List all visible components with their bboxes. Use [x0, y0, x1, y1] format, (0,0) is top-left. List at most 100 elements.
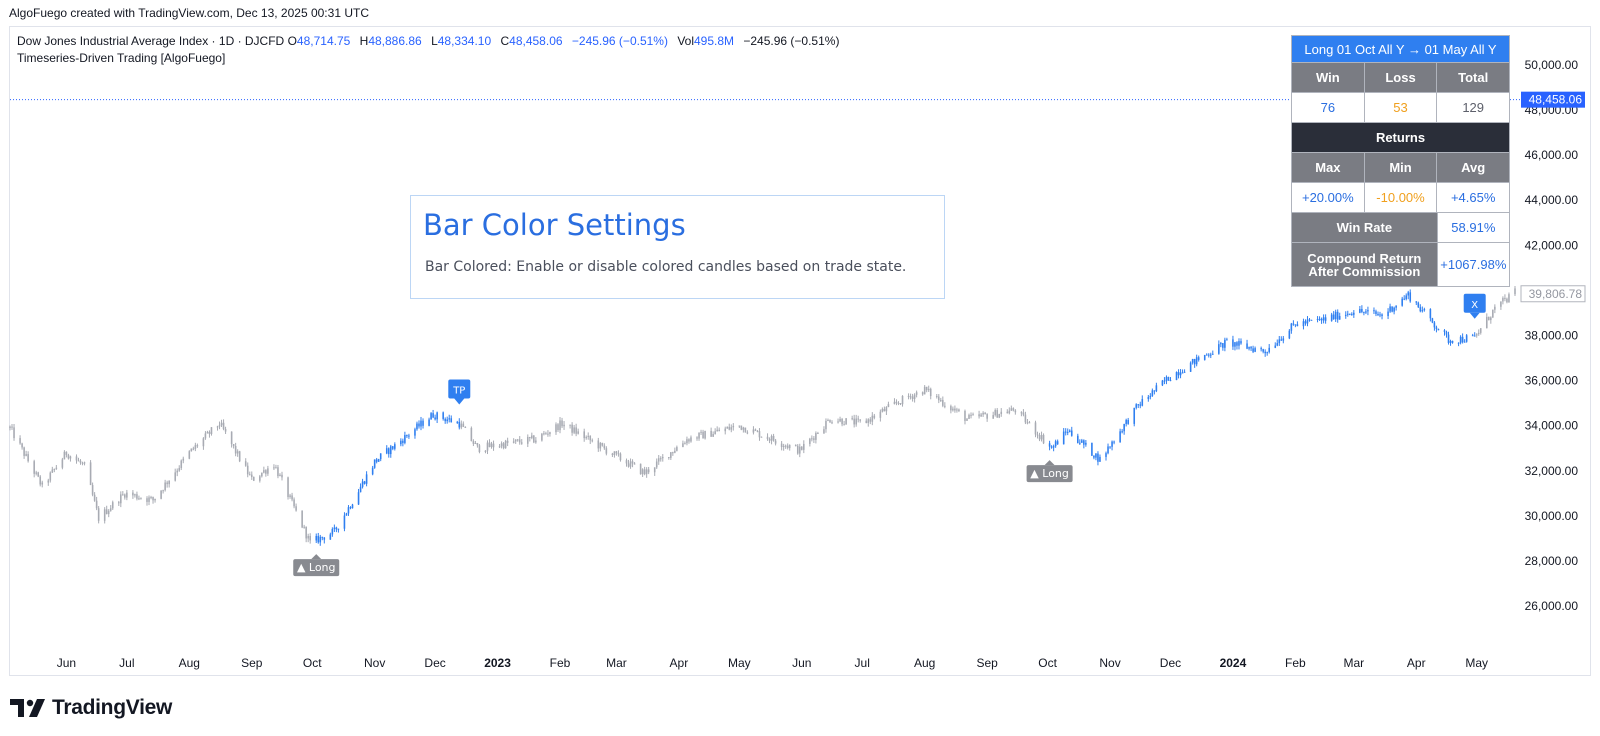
- win-label: Win: [1291, 62, 1365, 93]
- candle: [224, 426, 227, 434]
- candle: [19, 435, 21, 445]
- price-axis[interactable]: 50,000.0048,000.0046,000.0044,000.0042,0…: [1520, 58, 1586, 613]
- settings-title: Bar Color Settings: [423, 208, 686, 242]
- candle: [982, 411, 984, 417]
- stats-row-return-values: +20.00% -10.00% +4.65%: [1291, 182, 1511, 213]
- candle: [1209, 352, 1212, 359]
- candle: [194, 442, 197, 452]
- candle-body: [972, 414, 974, 416]
- candle: [1177, 369, 1180, 379]
- marker-price-label: 39,806.78: [1520, 285, 1586, 303]
- candle-body: [1022, 412, 1025, 415]
- candle-body: [796, 445, 799, 454]
- candle: [1169, 377, 1172, 382]
- candle-body: [1125, 419, 1127, 425]
- candle-body: [1296, 324, 1299, 327]
- candle: [1066, 428, 1069, 436]
- candle: [1387, 308, 1389, 320]
- candle: [389, 444, 392, 458]
- candle-body: [583, 431, 585, 439]
- candle: [726, 426, 729, 429]
- candle-body: [1348, 313, 1351, 315]
- candle: [1091, 442, 1093, 456]
- candle-body: [1121, 431, 1123, 433]
- candle: [1260, 346, 1262, 352]
- candle: [208, 430, 211, 438]
- candle: [937, 394, 940, 404]
- time-tick-label: Aug: [179, 656, 200, 670]
- candle: [1123, 423, 1125, 435]
- candle-body: [611, 453, 614, 455]
- candle-body: [1024, 414, 1027, 423]
- candle: [1266, 351, 1268, 356]
- candle-body: [625, 460, 628, 464]
- candle-body: [555, 424, 557, 433]
- candle: [1490, 316, 1492, 324]
- candle: [1459, 335, 1462, 345]
- candle: [1461, 333, 1464, 344]
- candle: [349, 506, 352, 510]
- candle-body: [506, 440, 509, 443]
- candle-body: [994, 410, 997, 416]
- stats-row-counts: 76 53 129: [1291, 92, 1511, 123]
- marker-price-label-text: 39,806.78: [1529, 287, 1583, 301]
- price-tick-label: 42,000.00: [1525, 238, 1579, 252]
- candle-body: [379, 453, 382, 460]
- candle-body: [774, 440, 777, 444]
- candle-body: [911, 396, 914, 400]
- candles-group: [9, 285, 1516, 546]
- candle: [1381, 313, 1383, 320]
- candle-body: [1490, 317, 1492, 321]
- candle: [839, 416, 841, 423]
- candle: [998, 413, 1001, 419]
- candle: [1379, 311, 1381, 318]
- candle-body: [794, 445, 797, 447]
- candle: [1246, 339, 1248, 350]
- candle-body: [1246, 343, 1248, 349]
- candle: [335, 526, 338, 533]
- candle-body: [1153, 390, 1156, 392]
- candle: [365, 471, 368, 487]
- take-profit-marker: TP: [448, 379, 471, 405]
- candle: [841, 417, 843, 427]
- time-tick-label: Jul: [119, 656, 134, 670]
- time-axis[interactable]: Jun Jul Aug Sep Oct Nov Dec 2023 Feb Mar Apr May Jun…: [57, 656, 1488, 670]
- candle: [166, 480, 168, 488]
- candle-body: [1405, 295, 1408, 300]
- candle: [1268, 344, 1271, 354]
- candle: [502, 442, 505, 450]
- candle: [1167, 376, 1170, 381]
- stats-table: Long 01 Oct All Y → 01 May All Y Win Los…: [1291, 35, 1511, 287]
- candle: [1324, 314, 1327, 324]
- candle: [639, 463, 642, 475]
- candle-body: [67, 454, 70, 459]
- candle: [289, 493, 291, 499]
- price-tick-label: 50,000.00: [1525, 58, 1579, 72]
- candle-body: [1320, 318, 1323, 321]
- candle-body: [647, 469, 650, 473]
- candle: [780, 441, 783, 451]
- candle-body: [573, 427, 575, 433]
- candle-body: [1238, 341, 1240, 346]
- open-label: O: [287, 34, 297, 48]
- price-tick-label: 36,000.00: [1525, 374, 1579, 388]
- candle-body: [1459, 336, 1462, 343]
- candle-body: [1387, 311, 1389, 317]
- candle: [180, 459, 183, 471]
- candle: [996, 408, 999, 418]
- candle-body: [633, 463, 636, 465]
- candle-body: [1109, 446, 1111, 448]
- candle: [1514, 285, 1516, 296]
- candle: [865, 418, 868, 424]
- candle-body: [333, 527, 336, 529]
- candle-body: [780, 443, 783, 447]
- candle-body: [1014, 410, 1017, 413]
- symbol-legend[interactable]: Dow Jones Industrial Average Index · 1D …: [17, 34, 839, 48]
- candle: [182, 456, 185, 464]
- candle: [1133, 407, 1136, 427]
- indicator-name[interactable]: Timeseries-Driven Trading [AlgoFuego]: [17, 51, 226, 65]
- candle-body: [923, 386, 926, 395]
- candle: [1079, 439, 1081, 445]
- tradingview-logo[interactable]: TradingView: [10, 696, 172, 720]
